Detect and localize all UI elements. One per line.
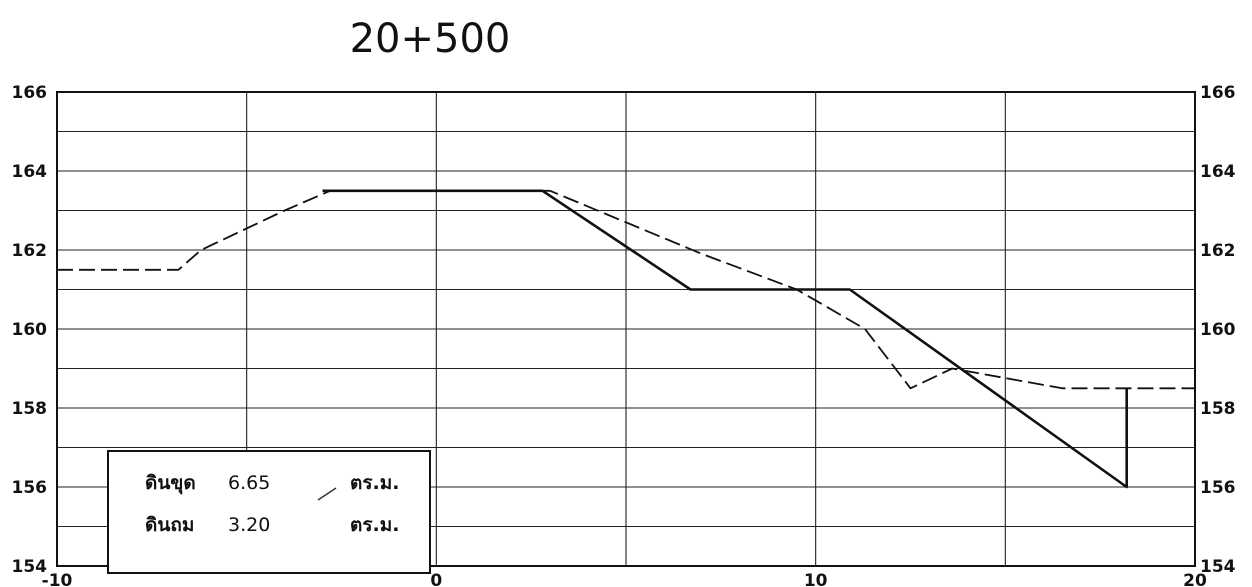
- y-tick-label-left: 154: [12, 557, 48, 577]
- legend-box: ดินขุด 6.65 ตร.ม. ดินถม 3.20 ตร.ม.: [107, 450, 431, 574]
- legend-fill-label: ดินถม: [145, 514, 194, 536]
- x-tick-label: 10: [804, 571, 828, 587]
- legend-cut-unit: ตร.ม.: [350, 472, 400, 494]
- x-tick-label: 0: [430, 571, 442, 587]
- x-tick-label: -10: [42, 571, 73, 587]
- y-tick-label-left: 166: [12, 83, 48, 103]
- legend-cut-label: ดินขุด: [145, 472, 196, 495]
- y-tick-label-right: 154: [1200, 557, 1236, 577]
- chart-title: 20+500: [350, 16, 511, 62]
- y-tick-label-left: 164: [12, 162, 48, 182]
- legend-frame: [107, 450, 431, 574]
- x-tick-label: 20: [1183, 571, 1207, 587]
- legend-fill-unit: ตร.ม.: [350, 514, 400, 536]
- y-tick-label-left: 156: [12, 478, 48, 498]
- y-tick-label-right: 166: [1200, 83, 1236, 103]
- y-tick-label-right: 158: [1200, 399, 1236, 419]
- y-tick-label-left: 162: [12, 241, 48, 261]
- y-tick-label-right: 160: [1200, 320, 1236, 340]
- tick-labels: 154 154 156 156 158 158 160 160 162 162 164 164 166 1…: [12, 83, 1236, 587]
- legend-cut-value: 6.65: [228, 472, 270, 494]
- y-tick-label-right: 156: [1200, 478, 1236, 498]
- y-tick-label-left: 160: [12, 320, 48, 340]
- legend-dash-sample: [317, 487, 337, 501]
- grid-layer: [56, 91, 1196, 567]
- series-line-solid: [322, 189, 1128, 489]
- legend-fill-value: 3.20: [228, 514, 270, 536]
- series-line-dashed: [57, 189, 1195, 390]
- series-layer: [57, 189, 1195, 489]
- y-tick-label-left: 158: [12, 399, 48, 419]
- y-tick-label-right: 164: [1200, 162, 1236, 182]
- y-tick-label-right: 162: [1200, 241, 1236, 261]
